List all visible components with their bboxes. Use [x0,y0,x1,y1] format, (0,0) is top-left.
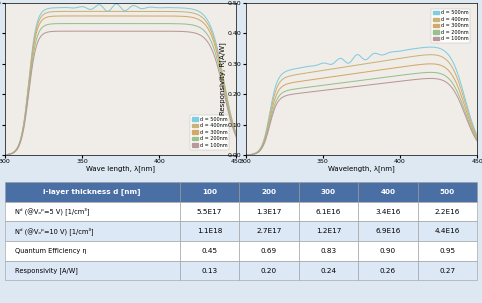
X-axis label: Wave length, λ[nm]: Wave length, λ[nm] [86,166,155,172]
Y-axis label: Responsivity, R[A/W]: Responsivity, R[A/W] [220,43,227,115]
Legend: d = 500nm, d = 400nm, d = 300nm, d = 200nm, d = 100nm: d = 500nm, d = 400nm, d = 300nm, d = 200… [431,8,470,43]
Legend: d = 500nm, d = 400nm, d = 300nm, d = 200nm, d = 100nm: d = 500nm, d = 400nm, d = 300nm, d = 200… [190,115,229,150]
X-axis label: Wavelength, λ[nm]: Wavelength, λ[nm] [328,166,395,172]
